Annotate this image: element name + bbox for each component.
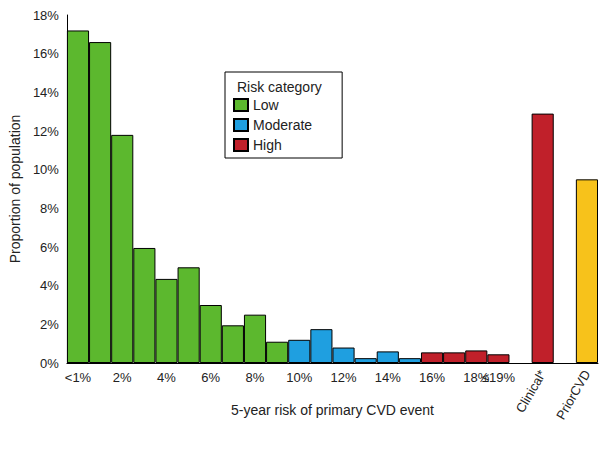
svg-text:12%: 12% (331, 370, 357, 385)
svg-text:14%: 14% (33, 85, 59, 100)
svg-text:10%: 10% (286, 370, 312, 385)
svg-text:5-year risk of primary CVD eve: 5-year risk of primary CVD event (231, 402, 434, 418)
svg-text:16%: 16% (33, 46, 59, 61)
svg-text:12%: 12% (33, 124, 59, 139)
svg-text:<1%: <1% (65, 370, 92, 385)
svg-text:8%: 8% (246, 370, 265, 385)
svg-text:10%: 10% (33, 162, 59, 177)
svg-text:High: High (253, 137, 282, 153)
svg-text:16%: 16% (419, 370, 445, 385)
svg-text:Clinical*: Clinical* (513, 367, 549, 415)
svg-text:8%: 8% (40, 201, 59, 216)
svg-text:6%: 6% (201, 370, 220, 385)
svg-text:PriorCVD: PriorCVD (553, 367, 593, 422)
svg-text:Risk category: Risk category (237, 79, 322, 95)
svg-text:2%: 2% (40, 317, 59, 332)
svg-text:6%: 6% (40, 240, 59, 255)
svg-text:Moderate: Moderate (253, 117, 312, 133)
svg-text:≤19%: ≤19% (482, 370, 516, 385)
svg-text:2%: 2% (113, 370, 132, 385)
svg-text:4%: 4% (40, 278, 59, 293)
svg-text:Low: Low (253, 97, 280, 113)
svg-text:18%: 18% (463, 370, 490, 385)
svg-text:4%: 4% (157, 370, 176, 385)
svg-text:18%: 18% (33, 8, 59, 23)
svg-text:0%: 0% (40, 356, 59, 371)
svg-text:Proportion of population: Proportion of population (7, 115, 23, 264)
svg-text:14%: 14% (375, 370, 401, 385)
